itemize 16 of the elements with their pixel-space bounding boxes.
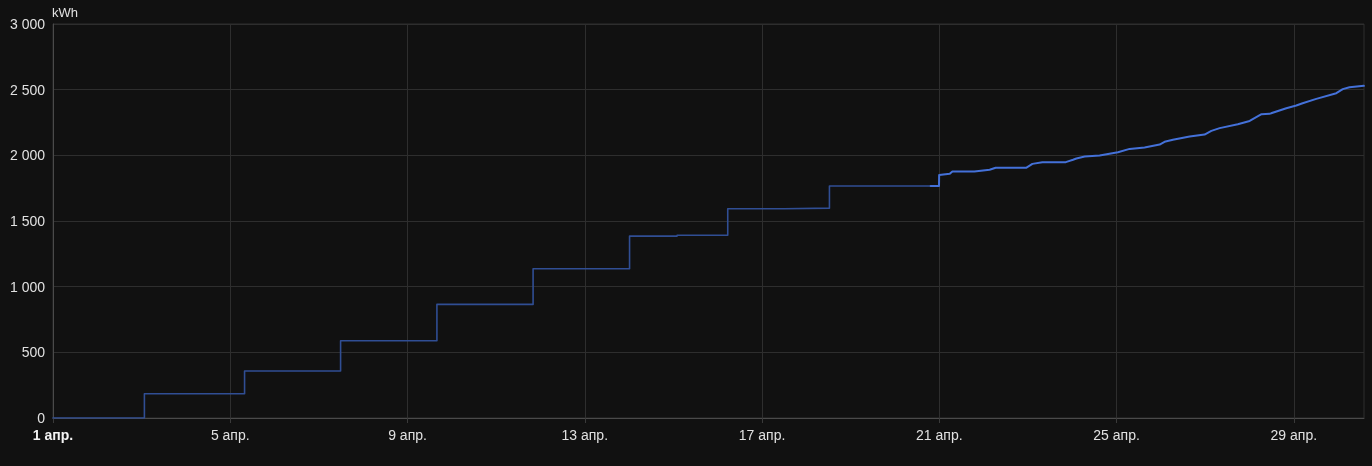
x-tick-label: 13 апр. [561,427,609,443]
x-tick-label: 25 апр. [1093,427,1140,443]
x-tick-label: 17 апр. [738,427,786,443]
y-tick-label: 1 500 [9,213,46,229]
y-tick-label: 2 500 [9,81,46,98]
x-tick-label: 1 апр. [32,427,74,443]
x-tick-label: 5 апр. [210,427,250,443]
y-tick-label: 1 000 [9,278,46,295]
y-tick-label: 2 000 [9,147,46,164]
y-tick-label: 500 [21,344,46,361]
x-tick-label: 9 апр. [388,427,427,443]
y-tick-label: 0 [37,410,46,426]
x-tick-label: 21 апр. [916,427,963,443]
y-axis-title: kWh [52,5,78,20]
x-tick-label: 29 апр. [1270,427,1318,443]
y-tick-label: 3 000 [9,16,46,32]
